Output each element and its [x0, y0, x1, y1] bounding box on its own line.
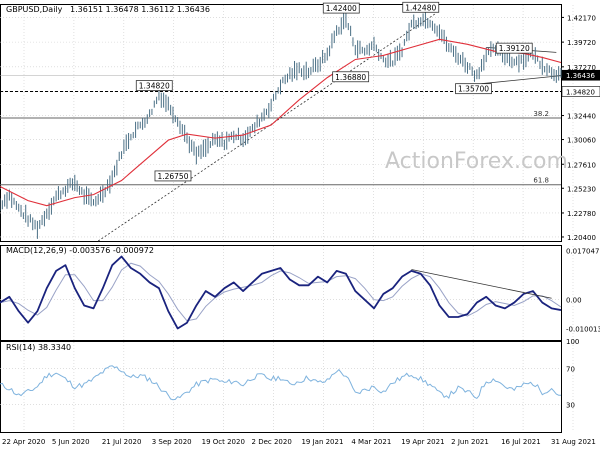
rsi-y-tick-label: 70: [566, 365, 575, 373]
x-tick-label: 19 Jan 2021: [301, 438, 343, 446]
macd-y-tick-label: -0.010013: [566, 326, 600, 334]
macd-y-tick-label: 0.00: [566, 297, 582, 305]
x-tick-label: 19 Oct 2020: [202, 438, 245, 446]
macd-y-tick-label: 0.017047: [566, 248, 599, 256]
x-tick-label: 2 Jun 2021: [451, 438, 489, 446]
rsi-title: RSI(14) 38.3340: [6, 343, 71, 352]
fib-level-label: 61.8: [533, 177, 549, 185]
level-price-tag: 1.34820: [566, 89, 595, 97]
price-annotation-label: 1.34820: [139, 82, 170, 91]
x-tick-label: 3 Sep 2020: [152, 438, 192, 446]
x-tick-label: 5 Jun 2020: [52, 438, 90, 446]
x-tick-label: 4 Mar 2021: [351, 438, 391, 446]
x-tick-label: 2 Dec 2020: [252, 438, 292, 446]
price-y-tick-label: 1.30060: [567, 137, 596, 145]
x-tick-label: 22 Apr 2020: [2, 438, 45, 446]
ohlc-label: 1.36151 1.36478 1.36112 1.36436: [70, 5, 210, 14]
watermark: ActionForex.com: [385, 149, 568, 174]
symbol-label: GBPUSD,Daily: [6, 5, 63, 14]
price-annotation-label: 1.42400: [326, 4, 357, 13]
current-price-tag: 1.36436: [566, 72, 595, 80]
fib-level-label: 38.2: [533, 110, 549, 118]
price-y-tick-label: 1.32440: [567, 113, 596, 121]
price-y-tick-label: 1.22780: [567, 210, 596, 218]
price-y-tick-label: 1.39720: [567, 39, 596, 47]
price-y-tick-label: 1.20400: [567, 234, 596, 242]
price-y-tick-label: 1.25230: [567, 185, 596, 193]
price-y-tick-label: 1.27610: [567, 161, 596, 169]
price-y-tick-label: 1.42170: [567, 14, 596, 22]
x-tick-label: 19 Apr 2021: [401, 438, 444, 446]
price-annotation-label: 1.35700: [458, 85, 489, 94]
rsi-y-tick-label: 100: [566, 338, 579, 346]
rsi-y-tick-label: 30: [566, 402, 575, 410]
price-annotation-label: 1.26750: [157, 172, 188, 181]
price-annotation-label: 1.42480: [405, 3, 436, 12]
x-tick-label: 16 Jul 2021: [501, 438, 541, 446]
price-annotation-label: 1.39120: [499, 44, 530, 53]
macd-title: MACD(12,26,9) -0.003576 -0.000972: [6, 246, 154, 255]
price-annotation-label: 1.36880: [335, 73, 366, 82]
x-tick-label: 21 Jul 2020: [102, 438, 142, 446]
x-tick-label: 31 Aug 2021: [551, 438, 596, 446]
